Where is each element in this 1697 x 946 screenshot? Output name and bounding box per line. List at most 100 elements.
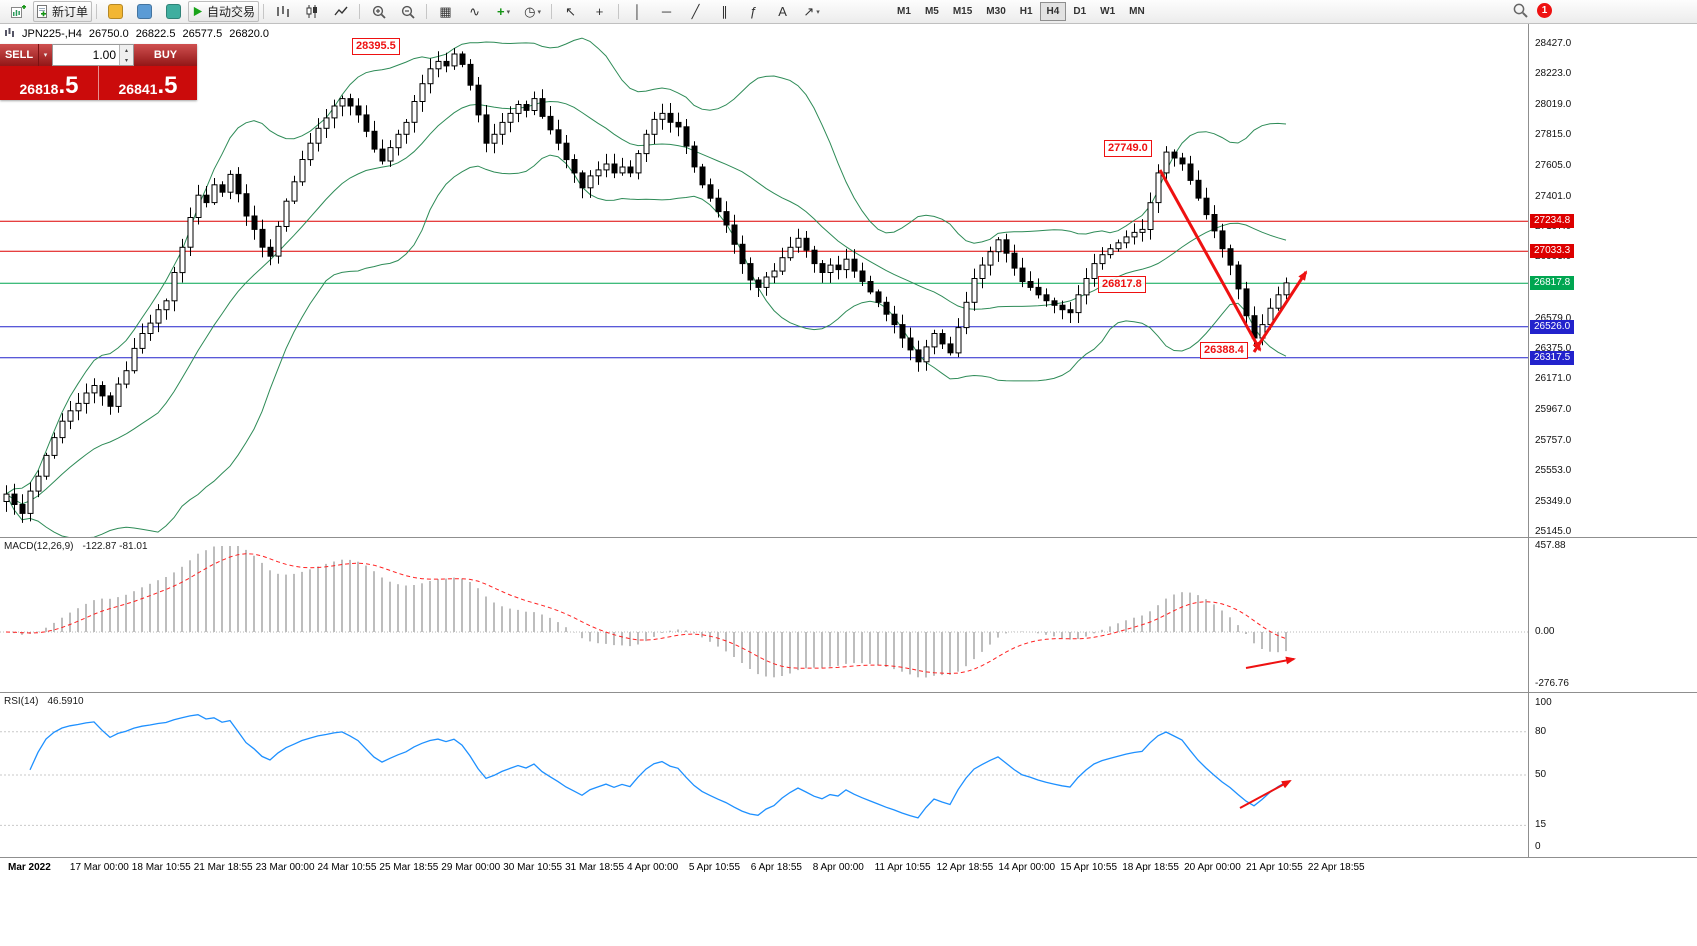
timeframe-m15[interactable]: M15 [952,6,973,17]
pane-divider [0,692,1697,693]
price-tick-label: 25967.0 [1535,403,1572,415]
volume-box: ▴ ▾ [52,44,134,66]
toolbar-divider [0,23,1697,24]
price-pane: JPN225-,H4 26750.0 26822.5 26577.5 26820… [0,24,1528,537]
autotrading-label: 自动交易 [207,5,256,19]
price-annotation[interactable]: 28395.5 [352,38,400,55]
autotrading-button[interactable]: 自动交易 [188,1,260,22]
price-level-tag: 27234.8 [1530,214,1575,229]
buy-price-pips: .5 [157,71,178,99]
price-tick-label: 28223.0 [1535,68,1572,80]
timeframe-d1[interactable]: D1 [1073,6,1087,17]
price-tick-label: 26579.0 [1535,312,1572,324]
new-chart-icon[interactable] [4,1,33,22]
timeframe-h4[interactable]: H4 [1039,2,1067,21]
macd-chart-canvas[interactable] [0,538,1528,692]
sell-price[interactable]: 26818.5 [0,66,98,100]
rsi-value: 46.5910 [47,696,84,707]
time-axis-label: 22 Apr 18:55 [1307,862,1365,873]
price-tick-label: 27401.0 [1535,190,1572,202]
sell-price-pips: .5 [58,71,79,99]
timeframe-mn[interactable]: MN [1129,6,1145,17]
notification-badge[interactable]: 1 [1537,3,1552,18]
timeframe-m5[interactable]: M5 [924,6,939,17]
price-level-tag: 26817.8 [1530,276,1575,291]
timeframe-toolbar: M1 M5 M15 M30 H1 H4 D1 W1 MN [890,2,1152,21]
volume-input[interactable] [53,45,119,65]
price-annotation[interactable]: 26817.8 [1098,276,1146,293]
macd-values: -122.87 -81.01 [82,541,148,552]
search-icon[interactable] [1513,3,1528,18]
volume-up-button[interactable]: ▴ [120,45,133,55]
bar-chart-icon[interactable] [268,1,297,22]
timeframe-m1[interactable]: M1 [897,6,911,17]
time-axis-label: 14 Apr 00:00 [998,862,1056,873]
time-axis-label: 25 Mar 18:55 [379,862,439,873]
price-level-tag: 26526.0 [1530,319,1575,334]
timeframe-h1[interactable]: H1 [1019,6,1033,17]
price-chart-canvas[interactable] [0,24,1528,537]
crosshair-icon[interactable]: + [595,4,604,19]
time-axis-label: 6 Apr 18:55 [750,862,802,873]
main-toolbar: 新订单 自动交易 ▦ ∿ + ▾ ◷ ▾ ↖ + │ ─ ╱ ∥ ƒ A ↗ ▾ M1… [0,0,1697,23]
macd-scale-label: 457.88 [1535,540,1566,551]
chart-symbol-icon [4,27,15,41]
open-value: 26750.0 [88,28,129,40]
sell-options-caret[interactable]: ▾ [38,44,52,66]
trendline-icon[interactable]: ╱ [691,4,700,19]
toolbar-separator [551,4,553,19]
vertical-line-icon[interactable]: │ [633,4,642,19]
rsi-scale-label: 100 [1535,697,1552,708]
fibonacci-icon[interactable]: ƒ [749,4,758,19]
price-tick-label: 25145.0 [1535,526,1572,537]
navigator-icon[interactable] [159,1,188,22]
price-level-tag: 27033.3 [1530,244,1575,259]
new-order-label: 新订单 [52,5,89,19]
add-indicator-button[interactable]: + ▾ [496,4,511,19]
macd-scale-label: 0.00 [1535,626,1555,637]
horizontal-line-icon[interactable]: ─ [661,4,672,19]
timeframe-m30[interactable]: M30 [986,6,1006,17]
rsi-scale-label: 15 [1535,819,1547,831]
buy-button[interactable]: BUY [134,44,197,66]
price-annotation[interactable]: 27749.0 [1104,140,1152,157]
time-axis-label: 30 Mar 10:55 [503,862,563,873]
low-value: 26577.5 [182,28,223,40]
indicators-icon[interactable]: ∿ [469,4,480,19]
price-tick-label: 28427.0 [1535,38,1572,49]
time-axis[interactable]: Mar 2022 17 Mar 00:00 18 Mar 10:55 21 Mar 1… [0,858,1697,878]
zoom-in-icon[interactable] [364,1,393,22]
rsi-chart-canvas[interactable] [0,693,1528,857]
time-axis-label: 18 Apr 18:55 [1122,862,1179,873]
channel-icon[interactable]: ∥ [721,4,728,19]
line-chart-icon[interactable] [326,1,355,22]
close-value: 26820.0 [229,28,269,40]
toolbar-right-group: 1 [1513,3,1552,18]
time-axis-label: 11 Apr 10:55 [874,862,931,873]
price-tick-label: 26171.0 [1535,373,1572,385]
price-tick-label: 27815.0 [1535,129,1572,140]
cursor-icon[interactable]: ↖ [565,4,576,19]
periods-button[interactable]: ◷ ▾ [524,4,541,19]
sell-button[interactable]: SELL [0,44,38,66]
candlestick-chart-icon[interactable] [297,1,326,22]
data-window-icon[interactable] [130,1,159,22]
zoom-out-icon[interactable] [393,1,422,22]
time-axis-label: 23 Mar 00:00 [255,862,315,873]
buy-price[interactable]: 26841.5 [98,66,197,100]
text-tool-icon[interactable]: A [778,4,787,19]
tile-windows-icon[interactable]: ▦ [439,4,452,19]
macd-name: MACD(12,26,9) [4,541,74,552]
market-watch-icon[interactable] [101,1,130,22]
volume-down-button[interactable]: ▾ [120,55,133,65]
buy-price-main: 26841 [118,81,158,97]
new-order-button[interactable]: 新订单 [33,1,93,22]
toolbar-separator [618,4,620,19]
timeframe-w1[interactable]: W1 [1100,6,1116,17]
pane-divider [0,537,1697,538]
price-annotation[interactable]: 26388.4 [1200,342,1248,359]
price-axis[interactable]: 28427.0 28223.0 28019.0 27815.0 27605.0 27401… [1528,24,1697,857]
macd-pane: MACD(12,26,9) -122.87 -81.01 [0,538,1528,692]
toolbar-separator [263,4,265,19]
arrows-tool-icon[interactable]: ↗ ▾ [803,4,820,19]
